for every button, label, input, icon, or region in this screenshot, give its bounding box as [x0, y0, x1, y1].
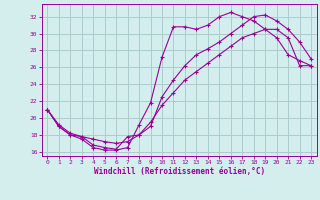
X-axis label: Windchill (Refroidissement éolien,°C): Windchill (Refroidissement éolien,°C) [94, 167, 265, 176]
